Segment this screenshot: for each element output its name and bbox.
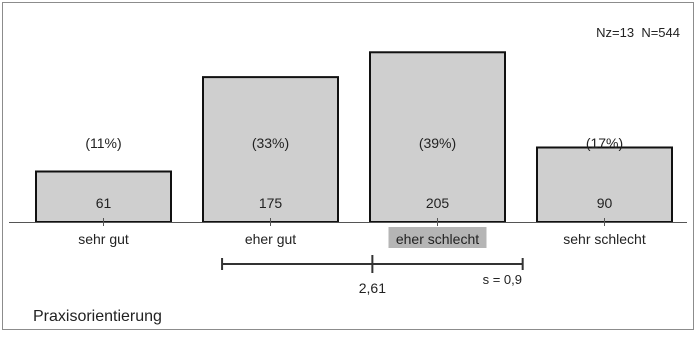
sample-info: Nz=13 N=544 bbox=[596, 25, 680, 40]
category-label: sehr schlecht bbox=[563, 231, 646, 247]
mean-label: 2,61 bbox=[359, 280, 386, 296]
category-label: eher schlecht bbox=[396, 231, 479, 247]
bar-value-label: 175 bbox=[259, 195, 283, 211]
bar bbox=[536, 146, 673, 223]
bar-value-label: 61 bbox=[96, 195, 112, 211]
bar bbox=[369, 51, 506, 223]
category-label: sehr gut bbox=[78, 231, 129, 247]
sd-label: s = 0,9 bbox=[483, 272, 522, 287]
bar-value-label: 205 bbox=[426, 195, 450, 211]
category-label: eher gut bbox=[245, 231, 296, 247]
category-highlight bbox=[388, 227, 487, 248]
bar-percent-label: (11%) bbox=[85, 135, 121, 151]
bar-percent-label: (39%) bbox=[419, 135, 456, 151]
bar-percent-label: (17%) bbox=[586, 135, 623, 151]
bar bbox=[202, 76, 339, 224]
chart-title: Praxisorientierung bbox=[33, 308, 162, 325]
bar-value-label: 90 bbox=[597, 195, 613, 211]
bar-percent-label: (33%) bbox=[252, 135, 289, 151]
